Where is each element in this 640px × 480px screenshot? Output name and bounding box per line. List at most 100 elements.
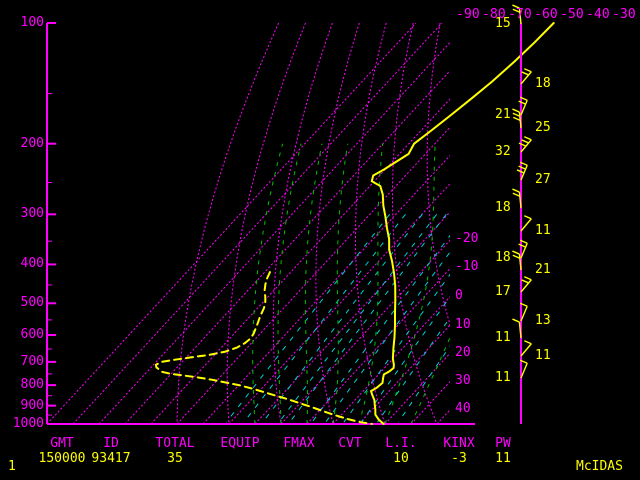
pressure-tick-label-100: 100 bbox=[20, 15, 44, 30]
right-temp-label--10: -10 bbox=[455, 258, 479, 274]
pressure-tick-label-200: 200 bbox=[20, 135, 44, 151]
dry-adiabat-line bbox=[392, 23, 438, 424]
top-temp-label--30: -30 bbox=[612, 7, 636, 22]
pressure-tick-label-900: 900 bbox=[20, 397, 44, 413]
isotherm-line bbox=[228, 183, 450, 424]
isotherm-line bbox=[202, 154, 450, 424]
dewpoint-curve bbox=[154, 271, 373, 425]
top-temp-label--70: -70 bbox=[508, 7, 532, 22]
saturated-adiabat-line bbox=[277, 143, 302, 424]
wind-barb bbox=[518, 239, 528, 259]
wind-speed-label: 11 bbox=[535, 348, 551, 363]
top-temp-label--60: -60 bbox=[534, 7, 558, 22]
isotherm-line bbox=[410, 380, 450, 424]
footer-value-kinx: -3 bbox=[451, 451, 467, 466]
dry-adiabat-line bbox=[548, 23, 640, 424]
wind-barb bbox=[512, 188, 522, 209]
isotherm-line bbox=[384, 352, 450, 424]
dry-adiabat-line bbox=[575, 23, 640, 424]
pressure-tick-label-300: 300 bbox=[20, 206, 44, 222]
mixing-ratio-line bbox=[243, 213, 406, 423]
footer-value-li: 10 bbox=[393, 451, 409, 466]
wind-barb bbox=[519, 302, 528, 322]
footer-label-kinx: KINX bbox=[443, 436, 475, 451]
footer-label-fmax: FMAX bbox=[283, 436, 315, 451]
right-temp-label--20: -20 bbox=[455, 230, 479, 246]
wind-speed-label: 18 bbox=[535, 76, 551, 91]
wind-speed-label: 15 bbox=[495, 16, 511, 31]
wind-barb bbox=[512, 108, 522, 129]
footer-label-gmt: GMT bbox=[50, 436, 74, 451]
dry-adiabat-line bbox=[460, 23, 541, 424]
wind-barb bbox=[520, 215, 532, 232]
dry-adiabat-line bbox=[355, 23, 387, 424]
saturated-adiabat-line bbox=[384, 143, 436, 424]
temperature-curve bbox=[369, 22, 555, 425]
right-temp-label-0: 0 bbox=[455, 288, 463, 304]
isotherm-line bbox=[47, 23, 417, 424]
wind-barb bbox=[518, 136, 532, 153]
mixing-ratio-line bbox=[361, 296, 450, 423]
saturated-adiabat-line bbox=[304, 143, 323, 424]
right-temp-label-40: 40 bbox=[455, 401, 471, 417]
dry-adiabat-line bbox=[176, 23, 280, 424]
top-temp-label--90: -90 bbox=[456, 7, 480, 22]
dry-adiabat-line bbox=[426, 23, 450, 327]
dry-adiabat-line bbox=[602, 23, 640, 424]
saturated-adiabat-line bbox=[252, 143, 284, 424]
footer-label-li: L.I. bbox=[385, 436, 417, 451]
footer-value-pw: 11 bbox=[495, 451, 511, 466]
wind-barb bbox=[512, 250, 522, 271]
right-temp-label-10: 10 bbox=[455, 316, 471, 332]
top-temp-label--40: -40 bbox=[586, 7, 610, 22]
wind-speed-label: 21 bbox=[495, 107, 511, 122]
wind-speed-label: 11 bbox=[495, 370, 511, 385]
grid-lines bbox=[47, 23, 640, 424]
mixing-ratio-line bbox=[325, 251, 450, 423]
wind-barb bbox=[512, 318, 522, 339]
footer-label-equip: EQUIP bbox=[220, 436, 260, 451]
wind-speed-label: 18 bbox=[495, 250, 511, 265]
footer-value-id: 93417 bbox=[91, 451, 131, 466]
footer-value-total: 35 bbox=[167, 451, 183, 466]
dry-adiabat-line bbox=[272, 23, 333, 424]
wind-barb bbox=[516, 161, 528, 181]
wind-speed-label: 11 bbox=[495, 330, 511, 345]
pressure-tick-label-700: 700 bbox=[20, 353, 44, 369]
footer-label-cvt: CVT bbox=[338, 436, 362, 451]
wind-speed-label: 27 bbox=[535, 172, 551, 187]
top-temp-label--50: -50 bbox=[560, 7, 584, 22]
isotherm-line bbox=[98, 41, 450, 424]
isotherm-line bbox=[72, 23, 443, 424]
dry-adiabat-line bbox=[226, 23, 306, 424]
mixing-ratio-line bbox=[343, 273, 450, 423]
mcidas-branding: McIDAS bbox=[576, 459, 623, 474]
wind-barb bbox=[519, 359, 528, 379]
wind-speed-label: 17 bbox=[495, 284, 511, 299]
mixing-ratio-line bbox=[377, 316, 450, 423]
pressure-tick-label-400: 400 bbox=[20, 256, 44, 272]
footer-label-id: ID bbox=[103, 436, 119, 451]
pressure-tick-label-600: 600 bbox=[20, 327, 44, 343]
frame-number: 1 bbox=[8, 459, 16, 474]
footer-value-gmt: 150000 bbox=[38, 451, 86, 466]
mixing-ratio-line bbox=[289, 213, 447, 423]
saturated-adiabat-line bbox=[332, 143, 349, 424]
isotherm-line bbox=[176, 126, 450, 424]
pressure-tick-label-1000: 1000 bbox=[12, 416, 44, 431]
wind-speed-label: 25 bbox=[535, 120, 551, 135]
wind-barb bbox=[512, 4, 522, 25]
pressure-tick-label-500: 500 bbox=[20, 295, 44, 311]
dry-adiabat-line bbox=[315, 23, 360, 424]
wind-barb bbox=[520, 68, 532, 85]
footer-label-total: TOTAL bbox=[155, 436, 195, 451]
top-temp-label--80: -80 bbox=[482, 7, 506, 22]
wind-speed-label: 13 bbox=[535, 313, 551, 328]
mixing-ratio-line bbox=[225, 213, 391, 423]
wind-barb bbox=[518, 96, 528, 116]
footer-label-pw: PW bbox=[495, 436, 511, 451]
wind-barb bbox=[520, 276, 532, 293]
wind-speed-label: 18 bbox=[495, 200, 511, 215]
